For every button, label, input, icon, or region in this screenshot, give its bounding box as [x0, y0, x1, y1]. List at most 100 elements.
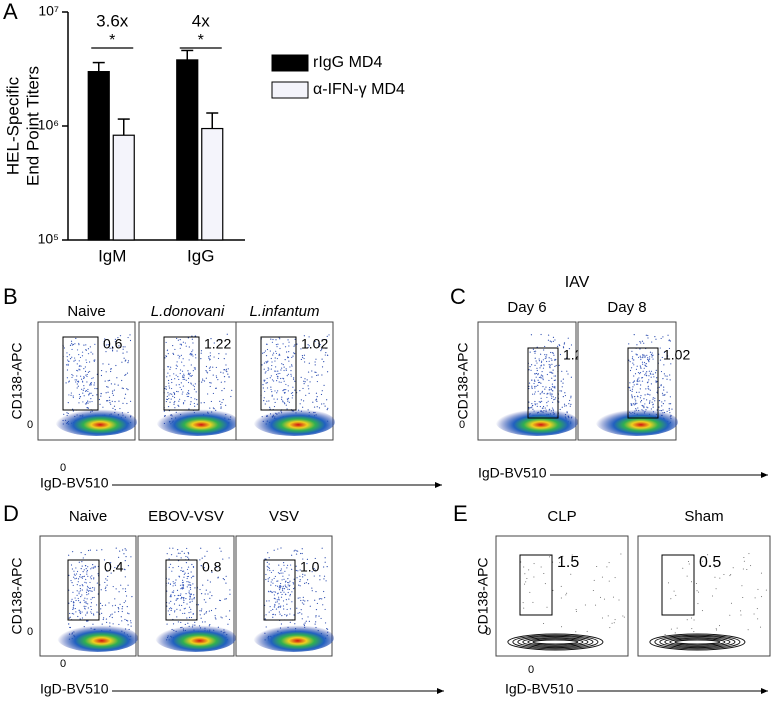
event — [87, 593, 90, 595]
event — [321, 547, 323, 549]
event — [641, 380, 644, 382]
event — [174, 610, 176, 612]
event — [118, 591, 120, 593]
event — [77, 380, 79, 383]
flow-plot: 1.0 — [235, 535, 334, 657]
event — [99, 602, 102, 604]
event — [203, 402, 205, 404]
event — [123, 357, 125, 359]
event — [742, 596, 744, 598]
event — [276, 398, 278, 400]
event — [187, 556, 189, 558]
event — [188, 359, 190, 361]
event — [72, 605, 75, 607]
event — [308, 362, 310, 364]
event — [315, 621, 317, 623]
event — [290, 375, 292, 377]
event — [207, 393, 209, 395]
flow-plot: 1.22 — [138, 321, 238, 441]
event — [558, 364, 560, 366]
event — [280, 582, 282, 585]
event — [642, 354, 644, 356]
event — [71, 344, 73, 346]
event — [574, 558, 576, 560]
event — [644, 374, 646, 376]
event — [601, 576, 603, 578]
event — [275, 339, 277, 341]
event — [296, 607, 298, 609]
event — [643, 398, 645, 400]
event — [649, 400, 651, 402]
event — [546, 360, 548, 363]
event — [119, 550, 121, 552]
gate-frequency: 1.22 — [204, 336, 231, 352]
event — [123, 568, 125, 570]
event — [320, 393, 323, 396]
event — [170, 609, 172, 612]
event — [176, 390, 178, 393]
event — [119, 407, 121, 410]
event — [108, 602, 110, 604]
event — [607, 615, 609, 617]
event — [748, 553, 750, 555]
event — [185, 597, 187, 600]
event — [306, 562, 308, 565]
event — [83, 387, 85, 389]
event — [647, 334, 649, 337]
event — [528, 569, 530, 571]
event — [303, 380, 305, 382]
event — [93, 614, 95, 616]
event — [306, 558, 309, 561]
event — [86, 375, 88, 378]
event — [281, 398, 283, 400]
event — [93, 360, 95, 362]
event — [288, 401, 290, 403]
event — [209, 385, 211, 388]
event — [322, 604, 324, 606]
event — [187, 572, 189, 574]
event — [78, 393, 81, 396]
y-tick-label: 10⁷ — [38, 3, 59, 19]
event — [189, 586, 191, 589]
event — [168, 366, 170, 368]
event — [173, 393, 176, 396]
event — [81, 584, 83, 586]
event — [633, 364, 635, 366]
event — [89, 576, 92, 578]
event — [640, 399, 643, 402]
event — [84, 601, 86, 603]
event — [695, 583, 697, 585]
event — [644, 356, 646, 358]
event — [84, 608, 86, 610]
event — [286, 614, 288, 616]
event — [210, 400, 212, 403]
event — [68, 381, 70, 383]
event — [305, 394, 307, 396]
event — [221, 617, 223, 619]
event — [74, 607, 77, 610]
event — [186, 547, 188, 550]
event — [321, 366, 324, 368]
event — [550, 388, 552, 390]
contour — [507, 633, 604, 651]
event — [551, 393, 553, 395]
event — [273, 398, 275, 400]
event — [105, 578, 107, 580]
event — [176, 361, 178, 363]
event — [263, 379, 265, 381]
event — [83, 385, 85, 387]
event — [544, 583, 546, 585]
event — [172, 591, 174, 594]
event — [270, 357, 272, 360]
gate-frequency: 1.0 — [300, 559, 320, 575]
event — [180, 621, 182, 624]
event — [192, 370, 194, 372]
event — [75, 381, 77, 383]
event — [85, 601, 87, 603]
event — [124, 393, 127, 395]
event — [100, 608, 102, 610]
event — [281, 588, 284, 590]
event — [648, 361, 650, 363]
event — [263, 368, 265, 370]
event — [639, 388, 641, 390]
